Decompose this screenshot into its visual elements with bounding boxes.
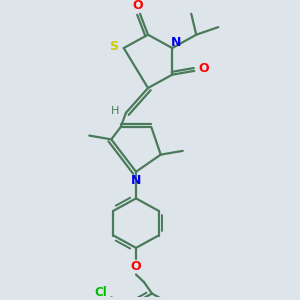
Text: N: N — [171, 36, 181, 49]
Text: O: O — [198, 62, 208, 76]
Text: O: O — [131, 260, 141, 273]
Text: Cl: Cl — [95, 286, 108, 299]
Text: H: H — [111, 106, 119, 116]
Text: N: N — [131, 174, 141, 187]
Text: S: S — [109, 40, 118, 52]
Text: O: O — [133, 0, 143, 12]
